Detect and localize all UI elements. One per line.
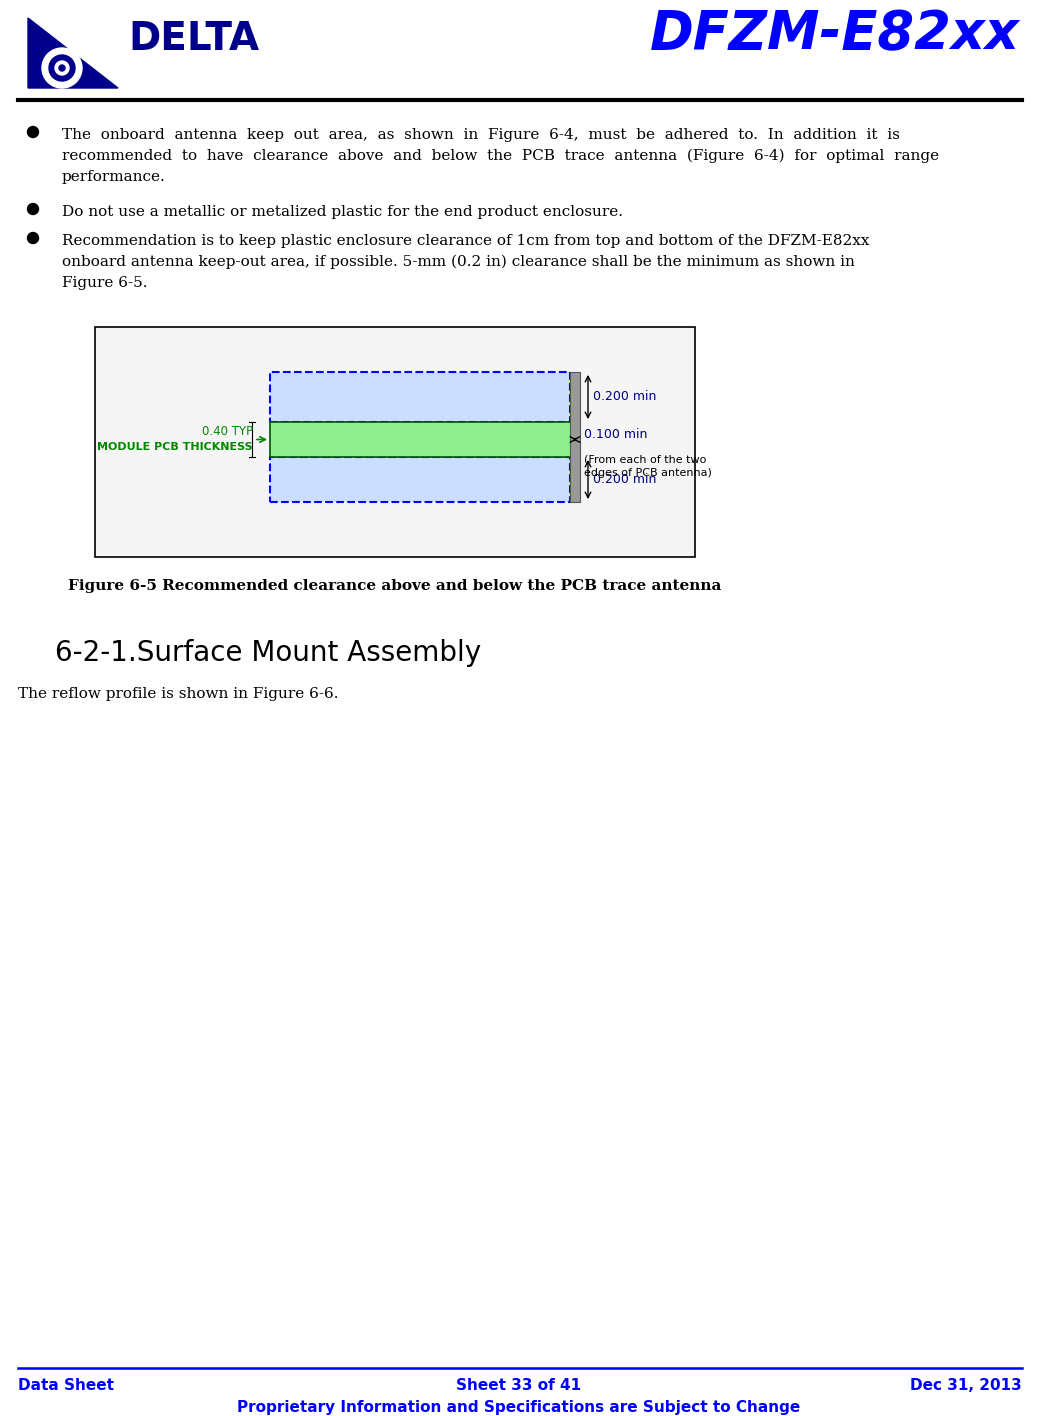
Text: MODULE PCB THICKNESS: MODULE PCB THICKNESS	[98, 442, 254, 452]
Text: Data Sheet: Data Sheet	[18, 1378, 114, 1393]
Text: The  onboard  antenna  keep  out  area,  as  shown  in  Figure  6-4,  must  be  : The onboard antenna keep out area, as sh…	[62, 127, 900, 142]
Bar	[270, 422, 580, 457]
Text: The reflow profile is shown in Figure 6-6.: The reflow profile is shown in Figure 6-…	[18, 687, 339, 701]
Polygon shape	[28, 18, 118, 88]
Text: 0.200 min: 0.200 min	[593, 473, 657, 486]
Text: Recommendation is to keep plastic enclosure clearance of 1cm from top and bottom: Recommendation is to keep plastic enclos…	[62, 234, 870, 248]
Text: Figure 6-5 Recommended clearance above and below the PCB trace antenna: Figure 6-5 Recommended clearance above a…	[69, 579, 722, 593]
Bar	[270, 457, 570, 503]
Text: 0.100 min: 0.100 min	[584, 429, 647, 442]
Circle shape	[55, 61, 69, 75]
Bar	[570, 372, 580, 503]
Circle shape	[27, 232, 38, 244]
Text: performance.: performance.	[62, 170, 166, 184]
Text: Do not use a metallic or metalized plastic for the end product enclosure.: Do not use a metallic or metalized plast…	[62, 205, 623, 219]
Bar	[270, 372, 570, 422]
Circle shape	[49, 55, 75, 81]
Circle shape	[27, 204, 38, 214]
Circle shape	[27, 126, 38, 137]
Text: onboard antenna keep-out area, if possible. 5-mm (0.2 in) clearance shall be the: onboard antenna keep-out area, if possib…	[62, 255, 855, 269]
Text: Sheet 33 of 41: Sheet 33 of 41	[456, 1378, 582, 1393]
Text: Figure 6-5.: Figure 6-5.	[62, 276, 148, 290]
Circle shape	[42, 48, 82, 88]
Bar	[95, 327, 695, 556]
Text: (From each of the two
edges of PCB antenna): (From each of the two edges of PCB anten…	[584, 442, 712, 479]
Text: 6-2-1.Surface Mount Assembly: 6-2-1.Surface Mount Assembly	[55, 639, 481, 667]
Text: DELTA: DELTA	[128, 20, 259, 58]
Text: Dec 31, 2013: Dec 31, 2013	[910, 1378, 1022, 1393]
Text: 0.40 TYP: 0.40 TYP	[202, 425, 254, 438]
Text: Proprietary Information and Specifications are Subject to Change: Proprietary Information and Specificatio…	[237, 1400, 801, 1415]
Text: DFZM-E82xx: DFZM-E82xx	[650, 8, 1020, 59]
Circle shape	[59, 65, 65, 71]
Text: 0.200 min: 0.200 min	[593, 391, 657, 404]
Text: recommended  to  have  clearance  above  and  below  the  PCB  trace  antenna  (: recommended to have clearance above and …	[62, 149, 939, 163]
